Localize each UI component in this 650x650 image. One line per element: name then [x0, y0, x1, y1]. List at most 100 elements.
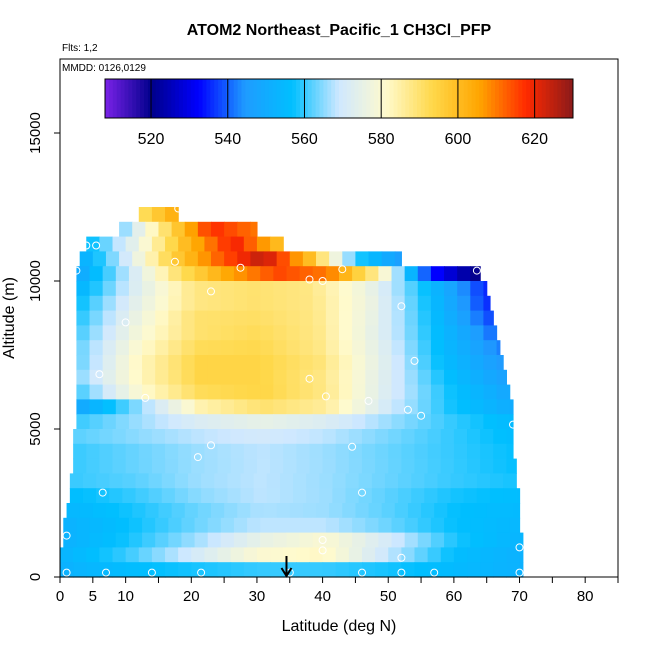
- heatmap-cell: [119, 251, 133, 267]
- sample-point: [417, 411, 426, 420]
- heatmap-cell: [243, 562, 258, 578]
- heatmap-cell: [102, 295, 117, 312]
- heatmap-cell: [352, 355, 366, 371]
- heatmap-cell: [247, 355, 261, 371]
- colorbar-swatch: [444, 79, 449, 118]
- heatmap-cell: [92, 251, 107, 267]
- heatmap-cell: [404, 414, 419, 430]
- heatmap-cell: [115, 399, 130, 415]
- heatmap-cell: [378, 517, 393, 534]
- heatmap-cell: [256, 458, 271, 474]
- heatmap-cell: [361, 547, 376, 563]
- heatmap-cell: [512, 503, 521, 519]
- heatmap-cell: [128, 266, 143, 282]
- x-tick-label: 20: [183, 588, 200, 605]
- heatmap-cell: [181, 281, 196, 297]
- colorbar-swatch: [190, 79, 196, 118]
- heatmap-cell: [115, 340, 130, 356]
- heatmap-cell: [207, 369, 222, 386]
- y-tick-label: 0: [27, 573, 44, 581]
- heatmap-cell: [115, 355, 130, 371]
- heatmap-cell: [339, 340, 353, 356]
- heatmap-cell: [194, 532, 209, 548]
- heatmap-cell: [352, 384, 366, 400]
- heatmap-cell: [286, 340, 301, 356]
- heatmap-cell: [273, 340, 288, 356]
- heatmap-cell: [299, 340, 314, 356]
- colorbar-swatch: [163, 79, 168, 118]
- heatmap-cell: [388, 443, 402, 460]
- heatmap-cell: [181, 532, 196, 548]
- heatmap-cell: [352, 295, 366, 312]
- heatmap-cell: [411, 473, 425, 489]
- heatmap-cell: [270, 458, 284, 474]
- heatmap-cell: [424, 473, 439, 489]
- heatmap-cell: [207, 384, 222, 400]
- heatmap-cell: [128, 369, 143, 386]
- heatmap-cell: [378, 325, 393, 341]
- heatmap-cell: [210, 221, 225, 238]
- heatmap-cell: [404, 310, 419, 326]
- heatmap-cell: [207, 340, 222, 356]
- heatmap-cell: [312, 399, 327, 415]
- heatmap-cell: [335, 547, 350, 563]
- heatmap-cell: [509, 517, 521, 534]
- heatmap-cell: [430, 355, 445, 371]
- colorbar-swatch: [210, 79, 215, 118]
- sample-point: [321, 392, 330, 401]
- heatmap-cell: [506, 547, 521, 563]
- heatmap-cell: [480, 562, 494, 578]
- heatmap-cell: [358, 488, 373, 504]
- heatmap-cell: [339, 281, 353, 297]
- heatmap-cell: [247, 310, 261, 326]
- heatmap-cell: [332, 473, 347, 489]
- heatmap-cell: [174, 488, 189, 504]
- heatmap-cell: [404, 369, 419, 386]
- heatmap-cell: [210, 503, 225, 519]
- heatmap-cell: [214, 488, 228, 504]
- heatmap-cell: [309, 547, 324, 563]
- colorbar-swatch: [514, 79, 519, 118]
- heatmap-cell: [430, 281, 445, 297]
- heatmap-cell: [352, 325, 366, 341]
- heatmap-cell: [165, 458, 179, 474]
- heatmap-cell: [73, 429, 87, 445]
- heatmap-cell: [414, 429, 429, 445]
- heatmap-cell: [138, 443, 153, 460]
- colorbar-swatch: [417, 79, 422, 118]
- heatmap-cell: [210, 251, 225, 267]
- colorbar-swatch: [549, 79, 554, 118]
- y-tick-label: 5000: [27, 412, 44, 445]
- heatmap-cell: [325, 532, 340, 548]
- heatmap-cell: [273, 281, 288, 297]
- heatmap-cell: [444, 369, 458, 386]
- sample-point: [193, 453, 202, 462]
- heatmap-cell: [319, 488, 334, 504]
- heatmap-cell: [506, 429, 514, 445]
- colorbar-swatch: [315, 79, 320, 118]
- colorbar-swatch: [475, 79, 480, 118]
- heatmap-cell: [398, 473, 412, 489]
- heatmap-cell: [138, 547, 153, 563]
- heatmap-cell: [207, 532, 222, 548]
- heatmap-cell: [381, 503, 396, 519]
- heatmap-cell: [361, 443, 376, 460]
- heatmap-cell: [233, 384, 248, 400]
- colorbar-swatch: [319, 79, 324, 118]
- heatmap-cell: [207, 414, 222, 430]
- heatmap-cell: [414, 443, 429, 460]
- heatmap-cell: [286, 369, 301, 386]
- colorbar-swatch: [218, 79, 223, 118]
- heatmap-cell: [151, 236, 166, 252]
- heatmap-cell: [391, 340, 406, 356]
- heatmap-cell: [414, 562, 429, 578]
- heatmap-cell: [332, 488, 347, 504]
- colorbar-swatch: [479, 79, 484, 118]
- heatmap-cell: [365, 355, 379, 371]
- colorbar-swatch: [206, 79, 211, 118]
- heatmap-cell: [142, 384, 156, 400]
- heatmap-cell: [319, 473, 334, 489]
- heatmap-cell: [329, 251, 343, 267]
- heatmap-cell: [194, 340, 209, 356]
- heatmap-cell: [76, 532, 91, 548]
